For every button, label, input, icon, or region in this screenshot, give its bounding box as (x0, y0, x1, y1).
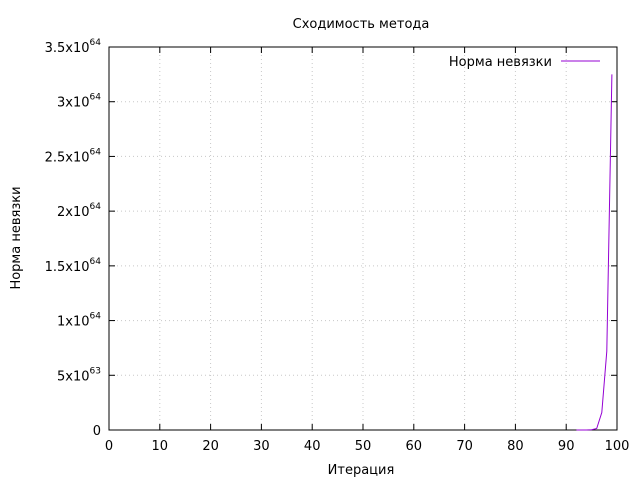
x-tick-label: 40 (304, 439, 321, 454)
y-tick-label: 5x1063 (57, 366, 101, 384)
x-tick-label: 70 (456, 439, 473, 454)
plot-border (108, 46, 618, 431)
grid (109, 47, 617, 430)
y-tick-label: 2x1064 (57, 202, 101, 220)
series-lines (576, 74, 613, 431)
series-line (576, 74, 613, 431)
y-axis: 0 5x1063 1x1064 1.5x1064 2x1064 2.5x1064 3x106… (45, 38, 617, 439)
x-tick-label: 60 (406, 439, 423, 454)
x-axis: 0 10 20 30 40 50 60 70 80 90 100 (105, 47, 630, 454)
plot-frame (108, 46, 618, 431)
legend-label: Норма невязки (449, 55, 552, 70)
y-tick-label: 1.5x1064 (45, 257, 102, 275)
x-axis-label: Итерация (328, 463, 395, 478)
y-tick-label: 1x1064 (57, 312, 101, 330)
y-tick-label: 3.5x1064 (45, 38, 102, 56)
chart-title: Сходимость метода (293, 17, 430, 32)
x-tick-label: 30 (253, 439, 270, 454)
x-tick-label: 10 (152, 439, 169, 454)
x-tick-label: 90 (558, 439, 575, 454)
x-tick-label: 50 (355, 439, 372, 454)
legend: Норма невязки (449, 55, 600, 70)
y-axis-label: Норма невязки (9, 186, 24, 289)
y-tick-label: 0 (93, 424, 101, 439)
y-tick-label: 2.5x1064 (45, 147, 102, 165)
x-tick-label: 0 (105, 439, 113, 454)
x-tick-label: 20 (202, 439, 219, 454)
y-tick-label: 3x1064 (57, 93, 101, 111)
x-tick-label: 80 (507, 439, 524, 454)
x-tick-label: 100 (605, 439, 630, 454)
